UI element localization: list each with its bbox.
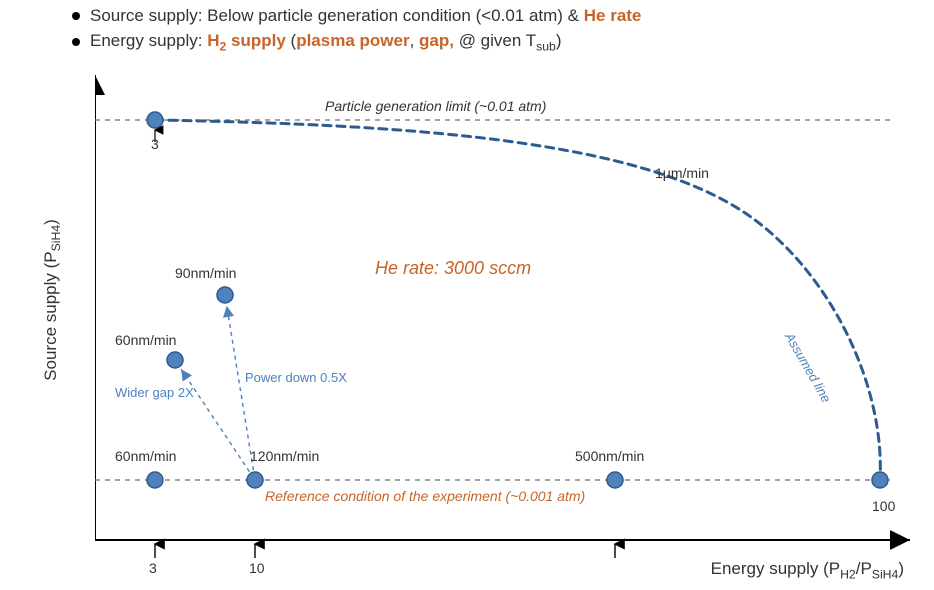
- point-label-p_120: 120nm/min: [250, 448, 319, 464]
- chart-plot: Particle generation limit (~0.01 atm) Re…: [95, 70, 915, 540]
- he-rate-note: He rate: 3000 sccm: [375, 258, 531, 279]
- reference-line-label: Reference condition of the experiment (~…: [265, 488, 585, 504]
- bullet-2-h2: H2 supply: [207, 31, 286, 50]
- wider-gap-label: Wider gap 2X: [115, 385, 194, 400]
- x-tick-label: 3: [149, 560, 157, 576]
- bullet-dot-icon: [72, 38, 80, 46]
- chart-svg: [95, 70, 915, 590]
- point-label-p_500: 500nm/min: [575, 448, 644, 464]
- one-um-label: 1μm/min: [655, 165, 709, 181]
- particle-limit-label: Particle generation limit (~0.01 atm): [325, 98, 546, 114]
- bullet-2-text-a: Energy supply:: [90, 31, 207, 50]
- y-axis-label: Source supply (PSiH4): [41, 219, 63, 381]
- point-label-p_60a: 60nm/min: [115, 332, 176, 348]
- bullet-1-text-b: He rate: [584, 6, 642, 25]
- header-bullets: Source supply: Below particle generation…: [72, 4, 641, 56]
- x-tick-label: 10: [249, 560, 265, 576]
- point-label-p_60b: 60nm/min: [115, 448, 176, 464]
- point-label-p_100: 100: [872, 498, 895, 514]
- bullet-dot-icon: [72, 12, 80, 20]
- power-down-label: Power down 0.5X: [245, 370, 347, 385]
- bullet-1-text-a: Source supply: Below particle generation…: [90, 6, 584, 25]
- point-label-p_top3: 3: [151, 136, 159, 152]
- bullet-1: Source supply: Below particle generation…: [72, 4, 641, 29]
- point-label-p_90: 90nm/min: [175, 265, 236, 281]
- bullet-2: Energy supply: H2 supply (plasma power, …: [72, 29, 641, 56]
